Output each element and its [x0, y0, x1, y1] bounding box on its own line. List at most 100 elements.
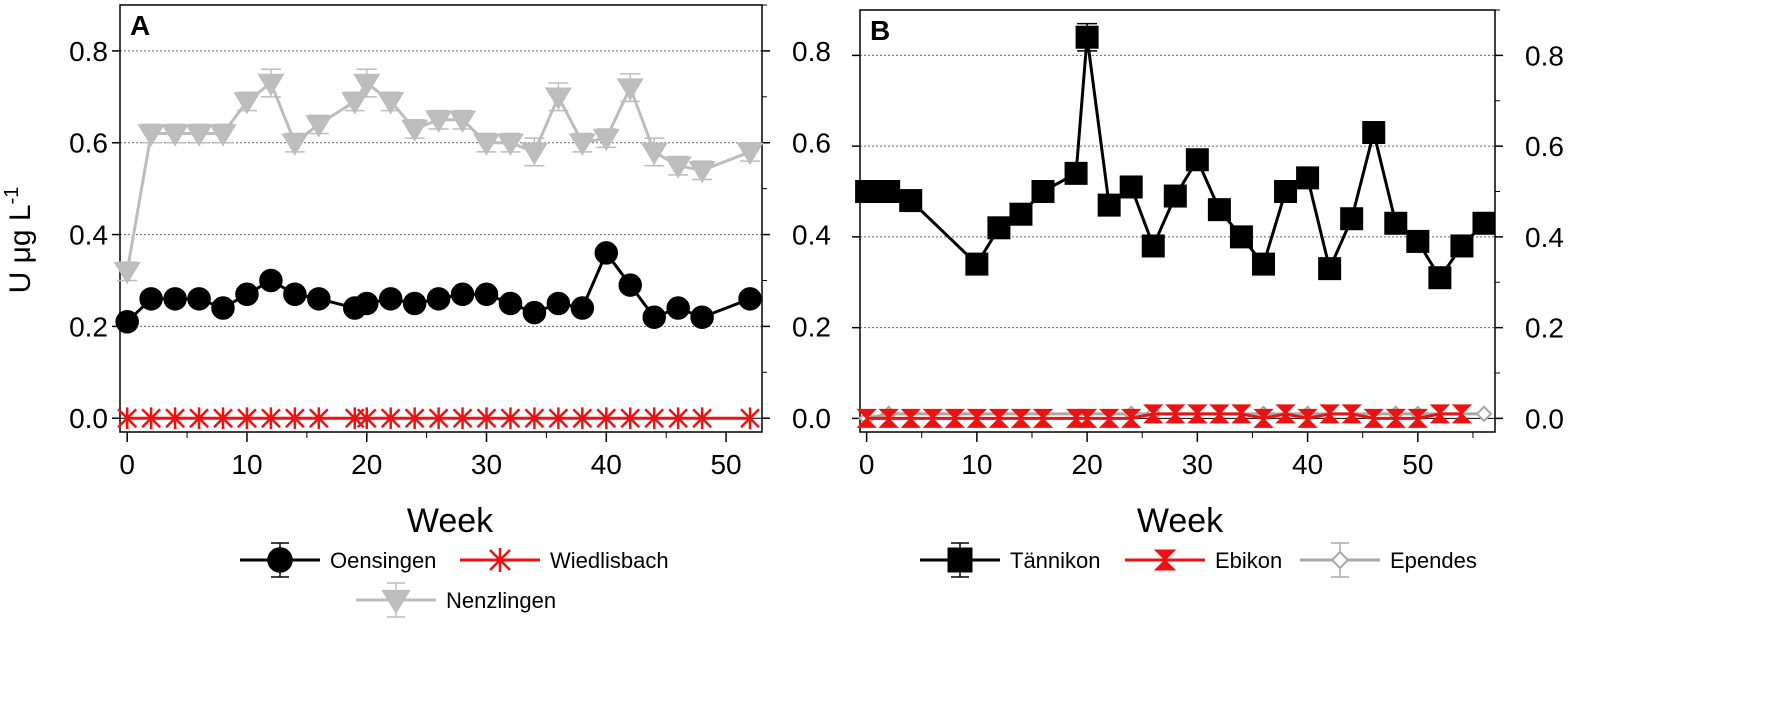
data-point-ebikon [1341, 404, 1362, 424]
data-point-ebikon [1098, 408, 1120, 428]
legend-marker-tannikon [947, 547, 973, 573]
data-point-oensingen [738, 287, 762, 311]
data-point-ebikon [1231, 404, 1252, 424]
data-point-oensingen [354, 291, 379, 316]
data-point-oensingen [235, 282, 259, 307]
series-ebikon [856, 404, 1473, 428]
panel-b-xtick-label: 10 [961, 449, 992, 480]
data-point-oensingen [139, 287, 163, 311]
data-point-nenzlingen [377, 92, 405, 115]
panel-a-xtick-label: 0 [119, 449, 135, 480]
data-point-wiedlisbach [404, 407, 425, 430]
data-point-tannikon [1274, 180, 1298, 204]
panel-a-letter: A [130, 10, 150, 41]
panel-b-ytick-label-right: 0.0 [1525, 403, 1564, 434]
legend-marker-ependes [1330, 550, 1350, 570]
data-point-ebikon [1165, 404, 1186, 424]
series-oensingen [115, 241, 762, 334]
data-point-nenzlingen [209, 124, 237, 147]
data-point-wiedlisbach [500, 407, 521, 430]
data-point-nenzlingen [472, 133, 501, 156]
panel-b-xtick-label: 30 [1182, 449, 1213, 480]
data-point-ebikon [1209, 404, 1230, 424]
panel-a: 0.0 0.0 0.2 0.2 0.4 0.4 0.6 0.6 0.8 0.8 0 10 20 30 40 5… [69, 4, 831, 618]
data-point-ebikon [1429, 404, 1451, 424]
data-point-nenzlingen [568, 133, 596, 156]
data-point-ebikon [1319, 404, 1340, 424]
data-point-oensingen [115, 310, 139, 334]
data-point-wiedlisbach [740, 407, 760, 430]
data-point-tannikon [1163, 184, 1187, 208]
data-point-tannikon [965, 252, 989, 276]
data-point-oensingen [642, 305, 666, 329]
data-point-oensingen [283, 282, 307, 307]
data-point-oensingen [570, 296, 595, 320]
data-point-oensingen [618, 273, 642, 297]
data-point-nenzlingen [520, 142, 548, 165]
panel-b-ytick-label-right: 0.2 [1525, 313, 1564, 344]
panel-a-ytick-label-left: 0.2 [69, 311, 108, 342]
panel-b-legend: Tännikon Ebikon Ependes [920, 542, 1477, 578]
legend-marker-oensingen [267, 547, 293, 573]
data-point-wiedlisbach [572, 407, 593, 430]
data-point-ebikon [944, 408, 966, 428]
panel-b-ytick-label-right: 0.6 [1525, 131, 1564, 162]
data-point-wiedlisbach [189, 407, 209, 430]
y-axis-label-exponent: -1 [1, 187, 23, 205]
data-point-tannikon [855, 180, 879, 204]
data-point-ebikon [922, 408, 943, 428]
series-line-ebikon [866, 412, 1462, 420]
data-point-tannikon [877, 180, 901, 204]
data-point-wiedlisbach [308, 407, 329, 430]
data-point-ebikon [966, 408, 988, 428]
data-point-tannikon [1340, 207, 1364, 231]
data-point-wiedlisbach [524, 407, 545, 430]
data-point-wiedlisbach [261, 407, 281, 430]
data-point-nenzlingen [185, 124, 213, 147]
data-point-tannikon [1384, 211, 1408, 235]
data-point-wiedlisbach [668, 407, 689, 430]
data-point-oensingen [474, 282, 499, 307]
data-point-wiedlisbach [117, 407, 138, 430]
data-point-ebikon [856, 408, 877, 428]
panel-b-x-axis-label: Week [1137, 502, 1224, 540]
legend-item-nenzlingen: Nenzlingen [356, 582, 556, 618]
data-point-ebikon [1407, 408, 1429, 428]
data-point-ebikon [900, 408, 921, 428]
data-point-oensingen [450, 282, 475, 307]
data-point-tannikon [1251, 252, 1275, 276]
data-point-nenzlingen [449, 110, 477, 133]
data-point-tannikon [1318, 257, 1342, 281]
panel-a-xtick-label: 30 [471, 449, 502, 480]
data-point-tannikon [1009, 202, 1033, 226]
data-point-wiedlisbach [284, 407, 305, 430]
data-point-wiedlisbach [428, 407, 449, 430]
data-point-oensingen [402, 291, 427, 316]
data-point-nenzlingen [161, 124, 189, 147]
data-point-tannikon [1141, 234, 1165, 258]
panel-a-ytick-label-right: 0.0 [792, 403, 831, 434]
panel-b-letter: B [870, 15, 890, 46]
data-point-nenzlingen [425, 110, 453, 133]
data-point-ebikon [1385, 408, 1406, 428]
data-point-oensingen [307, 287, 331, 311]
data-point-wiedlisbach [452, 407, 473, 430]
data-point-wiedlisbach [692, 407, 712, 430]
data-point-tannikon [1185, 148, 1209, 172]
data-point-ebikon [1143, 404, 1164, 424]
data-point-ebikon [1032, 408, 1054, 428]
data-point-tannikon [1428, 266, 1452, 290]
data-point-nenzlingen [496, 133, 525, 156]
legend-item-tannikon: Tännikon [920, 542, 1101, 578]
data-point-ebikon [1451, 404, 1473, 424]
panel-b-xtick-label: 20 [1072, 449, 1103, 480]
legend-marker-nenzlingen [381, 589, 411, 615]
data-point-nenzlingen [592, 128, 620, 152]
data-point-nenzlingen [616, 78, 644, 101]
data-point-tannikon [1229, 225, 1253, 249]
data-point-tannikon [1031, 180, 1055, 204]
legend-item-ebikon: Ebikon [1125, 548, 1282, 573]
data-point-wiedlisbach [356, 407, 377, 430]
data-point-ebikon [1363, 408, 1384, 428]
